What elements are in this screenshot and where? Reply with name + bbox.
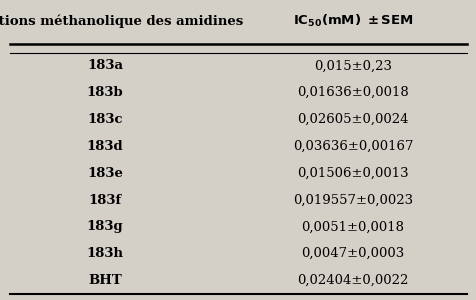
Text: 183a: 183a	[87, 59, 123, 72]
Text: 183h: 183h	[86, 247, 123, 260]
Text: 0,019557±0,0023: 0,019557±0,0023	[292, 194, 412, 207]
Text: 0,01636±0,0018: 0,01636±0,0018	[297, 86, 408, 99]
Text: BHT: BHT	[88, 274, 121, 287]
Text: 183g: 183g	[87, 220, 123, 233]
Text: 0,02404±0,0022: 0,02404±0,0022	[297, 274, 408, 287]
Text: 0,03636±0,00167: 0,03636±0,00167	[292, 140, 412, 153]
Text: 183e: 183e	[87, 167, 123, 180]
Text: $\mathbf{IC_{50}}$$\mathbf{(mM)\ \pm SEM}$: $\mathbf{IC_{50}}$$\mathbf{(mM)\ \pm SEM…	[292, 13, 412, 29]
Text: 183c: 183c	[87, 113, 122, 126]
Text: 183f: 183f	[88, 194, 121, 207]
Text: 0,0051±0,0018: 0,0051±0,0018	[301, 220, 404, 233]
Text: Solutions méthanolique des amidines: Solutions méthanolique des amidines	[0, 14, 243, 28]
Text: 183d: 183d	[87, 140, 123, 153]
Text: 0,01506±0,0013: 0,01506±0,0013	[297, 167, 408, 180]
Text: 0,015±0,23: 0,015±0,23	[313, 59, 391, 72]
Text: 183b: 183b	[86, 86, 123, 99]
Text: 0,0047±0,0003: 0,0047±0,0003	[301, 247, 404, 260]
Text: 0,02605±0,0024: 0,02605±0,0024	[297, 113, 408, 126]
